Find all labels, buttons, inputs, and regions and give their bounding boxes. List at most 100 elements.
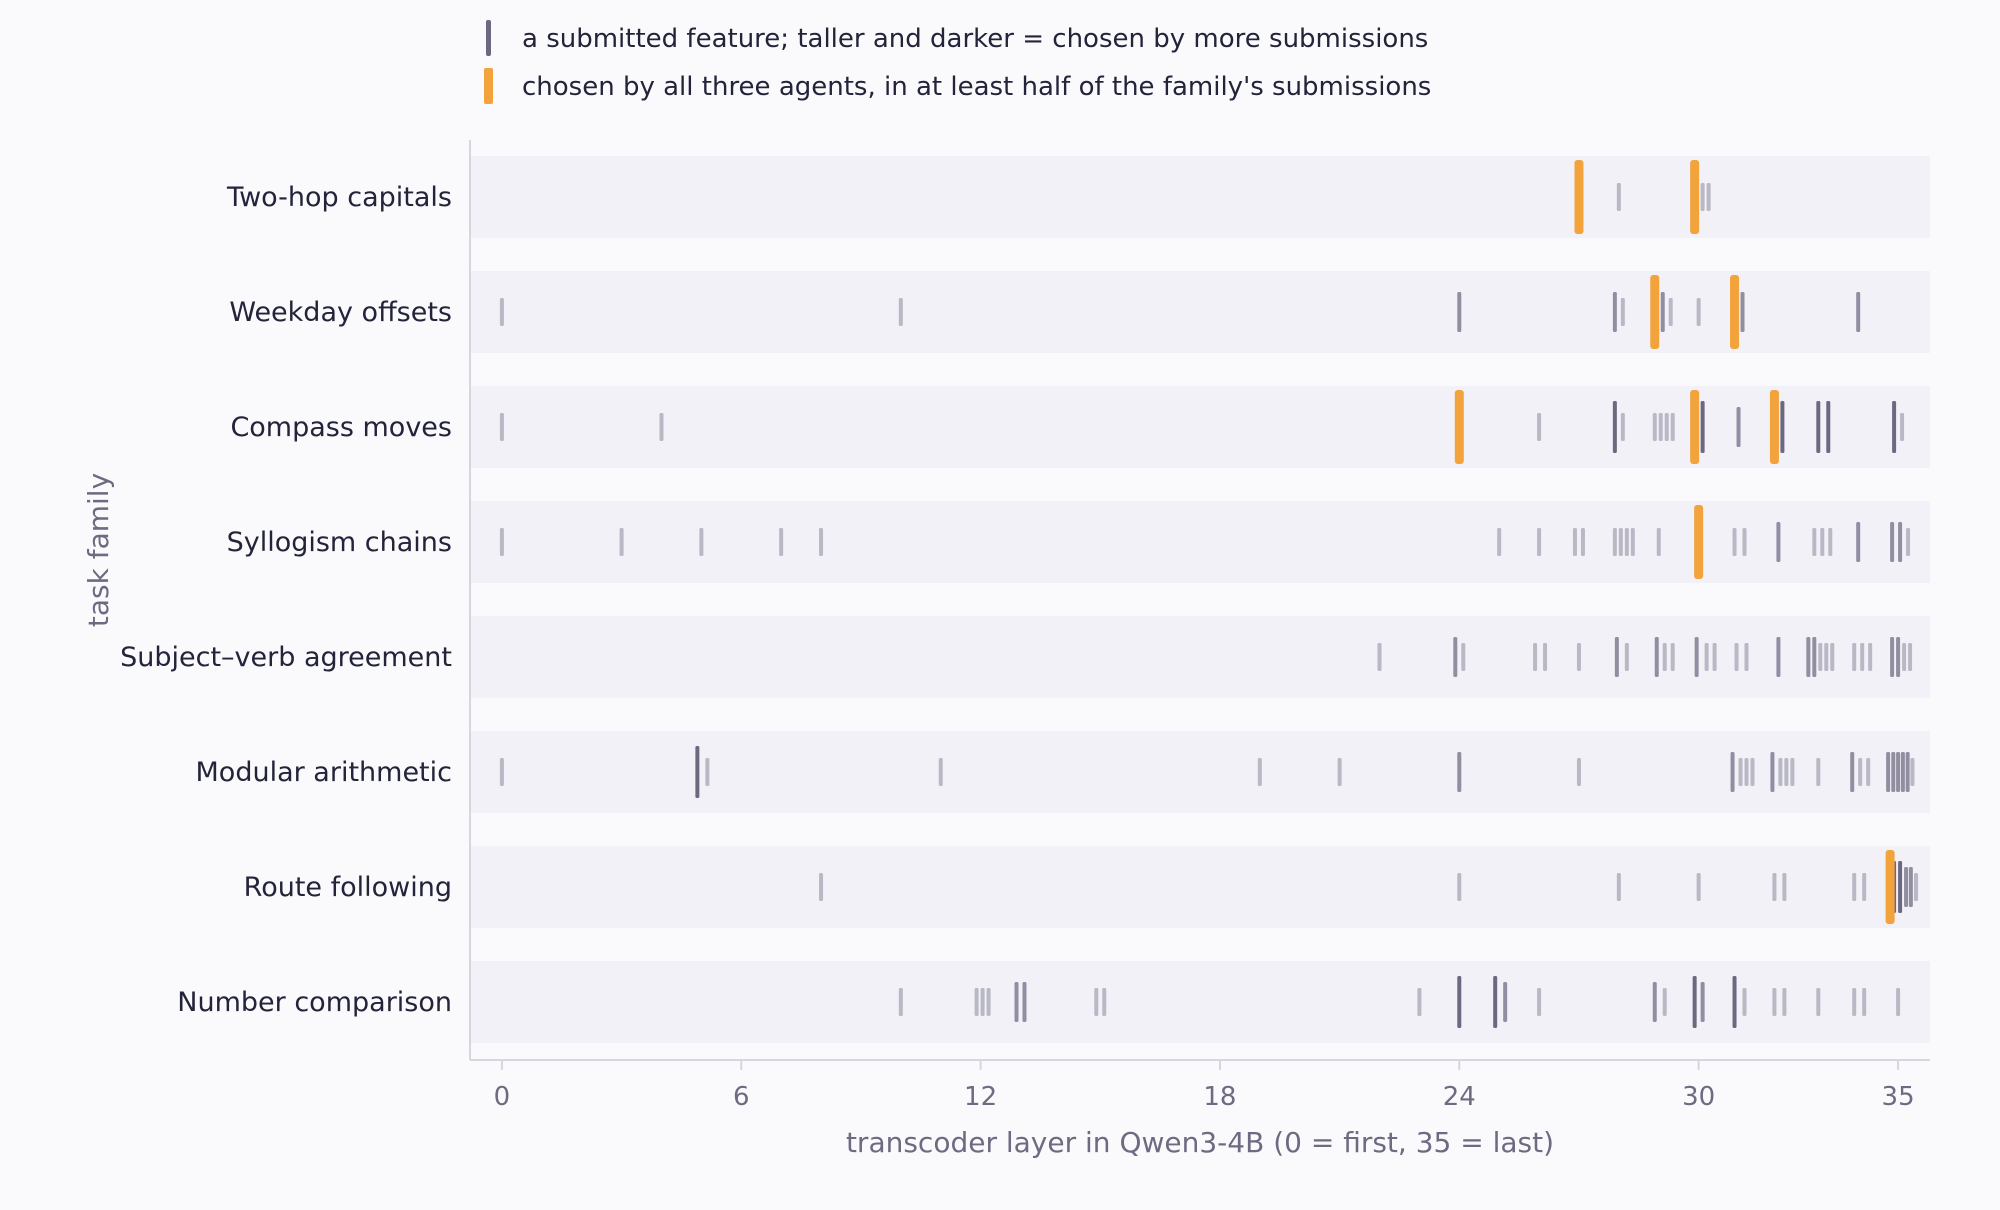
feature-mark [1612,528,1617,556]
feature-mark [1377,643,1382,671]
feature-mark [1457,873,1462,901]
family-bands: Two-hop capitals Weekday offsets Compass m… [120,156,1930,1043]
legend-swatch-consensus [484,68,493,104]
feature-mark [1744,643,1749,671]
x-tick-label: 12 [964,1082,997,1112]
feature-mark [1906,528,1911,556]
feature-mark [1914,873,1919,901]
feature-mark [1860,643,1865,671]
feature-mark [1856,522,1861,562]
feature-mark [1732,976,1737,1028]
feature-mark [1790,758,1795,786]
feature-mark [1612,401,1617,453]
feature-mark [1652,413,1657,441]
family-label: Number comparison [177,987,452,1018]
feature-mark [1497,528,1502,556]
feature-mark [898,298,903,326]
x-tick-label: 24 [1443,1082,1476,1112]
feature-mark [1670,413,1675,441]
feature-mark [1660,292,1665,332]
feature-mark [1654,637,1659,677]
feature-mark [1806,637,1811,677]
feature-mark [619,528,624,556]
feature-mark [1730,752,1735,792]
feature-mark [1820,528,1825,556]
feature-mark [1664,413,1669,441]
feature-mark [1417,988,1422,1016]
feature-mark [1898,861,1903,913]
feature-mark [1896,988,1901,1016]
legend-swatch-submitted [486,20,491,56]
legend-label-submitted: a submitted feature; taller and darker =… [522,24,1428,54]
feature-mark [1457,752,1462,792]
family-label: Compass moves [230,412,452,443]
feature-mark [819,528,824,556]
family-band [471,731,1930,813]
feature-mark [1656,528,1661,556]
feature-mark [1576,758,1581,786]
family-band [471,961,1930,1043]
feature-mark [779,528,784,556]
feature-mark [1852,643,1857,671]
feature-mark [1818,643,1823,671]
feature-mark [1612,292,1617,332]
feature-mark [1772,873,1777,901]
family-band [471,501,1930,583]
feature-mark [1662,643,1667,671]
feature-mark [699,528,704,556]
feature-mark [1738,758,1743,786]
feature-mark [1736,407,1741,447]
feature-mark [499,298,504,326]
feature-mark [1732,528,1737,556]
consensus-feature-mark [1454,390,1464,464]
feature-mark [819,873,824,901]
feature-mark [1457,292,1462,332]
family-band [471,846,1930,928]
feature-mark [1776,522,1781,562]
feature-mark [1630,528,1635,556]
feature-mark [1624,643,1629,671]
feature-mark [705,758,710,786]
feature-mark [1537,413,1542,441]
feature-mark [1905,752,1910,792]
feature-mark [1620,298,1625,326]
feature-mark [1900,752,1905,792]
feature-mark [986,988,991,1016]
feature-mark [1896,752,1901,792]
feature-mark [1712,643,1717,671]
feature-mark [1662,988,1667,1016]
family-label: Syllogism chains [227,527,452,558]
feature-mark [1780,401,1785,453]
feature-mark [1784,758,1789,786]
feature-mark [1858,758,1863,786]
feature-mark [1700,982,1705,1022]
feature-mark [1852,873,1857,901]
feature-mark [1900,413,1905,441]
feature-mark [1734,643,1739,671]
feature-mark [1543,643,1548,671]
y-axis-label: task family [82,473,115,627]
feature-mark [1856,292,1861,332]
feature-mark [1580,528,1585,556]
feature-mark [1908,867,1913,907]
feature-mark [1890,522,1895,562]
feature-mark [1696,298,1701,326]
feature-mark [1898,522,1903,562]
feature-marks [499,160,1919,1028]
feature-mark [1694,637,1699,677]
x-tick-label: 30 [1682,1082,1715,1112]
feature-mark [1337,758,1342,786]
feature-mark [1094,988,1099,1016]
consensus-feature-mark [1574,160,1584,234]
feature-mark [1572,528,1577,556]
feature-mark [659,413,664,441]
feature-mark [1830,643,1835,671]
consensus-feature-mark [1650,275,1660,349]
feature-mark [1537,988,1542,1016]
feature-mark [1890,637,1895,677]
feature-mark [1812,528,1817,556]
consensus-feature-mark [1730,275,1740,349]
feature-mark [1904,867,1909,907]
feature-mark [1782,873,1787,901]
feature-mark [1537,528,1542,556]
